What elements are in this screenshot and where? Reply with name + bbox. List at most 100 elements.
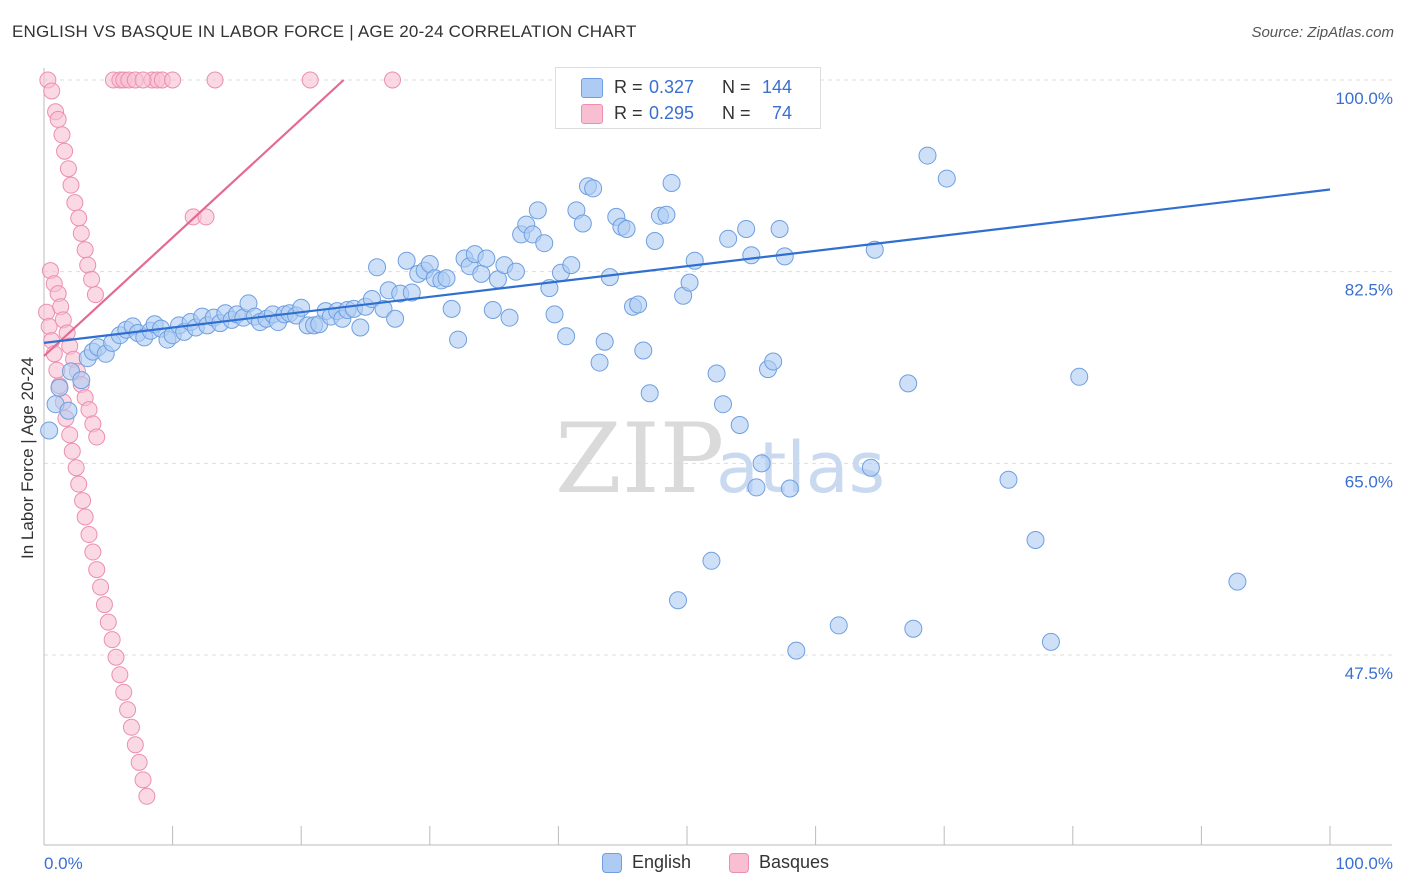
basque-point: [80, 401, 98, 419]
basque-point: [95, 596, 113, 614]
basque-point: [62, 176, 80, 194]
english-point: [657, 205, 676, 224]
english-point: [861, 458, 880, 477]
english-point: [645, 232, 664, 250]
basque-point: [70, 475, 88, 493]
basque-point: [119, 701, 137, 719]
english-point: [351, 318, 370, 337]
basque-point: [83, 270, 101, 288]
english-point: [584, 179, 603, 198]
english-point: [535, 234, 554, 253]
trend-lines: [43, 79, 1331, 357]
english-point: [617, 219, 636, 238]
y-tick-label: 100.0%: [1335, 89, 1393, 108]
english-point: [442, 299, 461, 318]
english-point: [752, 454, 771, 473]
basque-points: [38, 71, 402, 805]
english-point: [747, 478, 766, 497]
chart-title: ENGLISH VS BASQUE IN LABOR FORCE | AGE 2…: [12, 22, 637, 41]
english-point: [472, 264, 491, 283]
basque-point: [76, 508, 94, 526]
english-point: [714, 395, 733, 414]
english-point: [477, 249, 496, 268]
basque-point: [164, 71, 182, 89]
watermark-zip: ZIP: [555, 403, 724, 515]
basque-r-value: 0.295: [649, 103, 695, 123]
legend-english-label: English: [632, 852, 692, 872]
stats-row-basque: R = 0.295 N = 74: [556, 101, 822, 127]
x-tick-label: 0.0%: [44, 854, 83, 873]
basque-trend-line: [43, 79, 345, 357]
legend-item-english[interactable]: English: [602, 852, 691, 873]
source-label: Source: ZipAtlas.com: [1251, 24, 1394, 41]
stats-row-english: R = 0.327 N = 144: [556, 75, 822, 101]
english-point: [680, 273, 699, 292]
english-point: [386, 309, 405, 328]
basque-point: [103, 631, 121, 649]
english-r-label: R =: [614, 77, 643, 97]
basque-point: [79, 256, 97, 274]
basque-point: [66, 194, 84, 212]
basque-point: [197, 208, 215, 226]
basque-point: [88, 561, 106, 579]
basque-point: [76, 241, 94, 259]
english-point: [557, 327, 576, 346]
basque-point: [88, 428, 106, 446]
english-point: [397, 251, 416, 270]
english-point: [545, 305, 564, 324]
english-point: [764, 352, 783, 371]
english-n-label: N =: [722, 77, 751, 97]
basque-point: [63, 442, 81, 460]
english-point: [742, 246, 761, 265]
y-tick-labels: 100.0% 82.5% 65.0% 47.5%: [1335, 89, 1393, 683]
basque-point: [45, 345, 63, 363]
basque-point: [138, 787, 156, 805]
legend-basque-swatch: [729, 852, 749, 873]
english-point: [702, 551, 721, 570]
x-tick-label: 100.0%: [1335, 854, 1393, 873]
english-n-value: 144: [762, 77, 793, 97]
legend-basque-label: Basques: [759, 852, 830, 872]
legend-english-swatch: [602, 852, 622, 873]
english-point: [719, 229, 738, 248]
english-point: [483, 301, 502, 319]
english-point: [668, 591, 687, 610]
basque-point: [53, 126, 71, 144]
basque-point: [49, 110, 67, 128]
english-point: [500, 308, 519, 327]
english-point: [640, 384, 659, 403]
english-point: [368, 258, 387, 277]
english-point: [374, 299, 393, 318]
english-point: [634, 341, 653, 360]
basque-point: [107, 648, 125, 666]
x-tick-labels: 0.0% 100.0%: [44, 854, 1393, 873]
basque-point: [111, 666, 129, 684]
basque-point: [43, 82, 61, 100]
english-point: [528, 201, 547, 220]
basque-point: [134, 771, 152, 789]
watermark: ZIP atlas: [555, 403, 885, 515]
english-point: [449, 330, 468, 349]
basque-point: [72, 224, 90, 242]
bottom-legend: English Basques: [0, 852, 1406, 876]
axes: [43, 68, 1392, 846]
legend-item-basque[interactable]: Basques: [729, 852, 829, 873]
english-point: [999, 470, 1018, 489]
basque-point: [74, 492, 92, 510]
basque-point: [130, 753, 148, 771]
english-point: [829, 616, 848, 635]
english-point: [918, 146, 937, 165]
english-point: [72, 371, 91, 390]
english-point: [937, 169, 956, 188]
english-points: [40, 146, 1247, 660]
y-tick-label: 82.5%: [1345, 281, 1393, 300]
english-swatch: [581, 78, 603, 98]
basque-point: [206, 71, 224, 89]
english-point: [402, 283, 421, 302]
stats-legend: R = 0.327 N = 144 R = 0.295 N = 74: [555, 67, 821, 129]
english-point: [662, 173, 681, 192]
basque-point: [115, 683, 133, 701]
basque-point: [80, 526, 98, 544]
english-point: [899, 374, 918, 393]
